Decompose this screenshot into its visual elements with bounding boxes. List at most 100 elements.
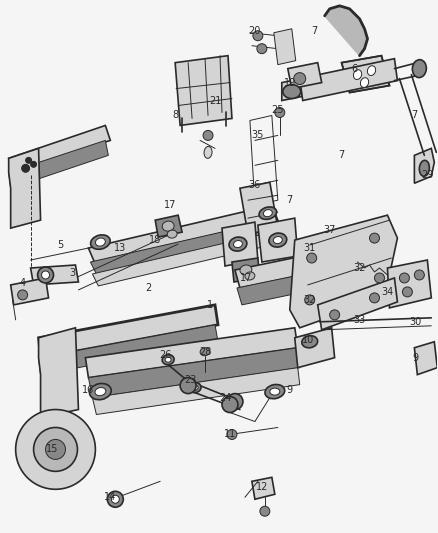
Text: 11: 11 [224, 430, 236, 440]
Text: 31: 31 [304, 243, 316, 253]
Polygon shape [31, 265, 78, 285]
Ellipse shape [200, 348, 210, 356]
Polygon shape [39, 328, 78, 417]
Polygon shape [258, 218, 298, 262]
Circle shape [307, 253, 317, 263]
Text: 14: 14 [104, 492, 117, 502]
Circle shape [180, 378, 196, 393]
Polygon shape [9, 125, 110, 172]
Polygon shape [252, 478, 275, 499]
Ellipse shape [302, 336, 318, 348]
Polygon shape [11, 278, 49, 305]
Circle shape [227, 393, 243, 409]
Circle shape [42, 271, 49, 279]
Circle shape [227, 430, 237, 439]
Polygon shape [240, 182, 278, 234]
Circle shape [107, 491, 124, 507]
Ellipse shape [419, 160, 429, 176]
Polygon shape [222, 222, 258, 266]
Polygon shape [318, 278, 397, 330]
Text: 3: 3 [69, 268, 75, 278]
Text: 29: 29 [421, 170, 434, 180]
Text: 23: 23 [184, 375, 196, 385]
Polygon shape [155, 215, 182, 237]
Circle shape [46, 439, 66, 459]
Circle shape [16, 409, 95, 489]
Ellipse shape [162, 354, 174, 365]
Text: 7: 7 [311, 26, 318, 36]
Ellipse shape [91, 235, 110, 249]
Polygon shape [274, 29, 296, 64]
Ellipse shape [263, 209, 272, 217]
Text: 12: 12 [256, 482, 268, 492]
Polygon shape [388, 260, 431, 308]
Text: 5: 5 [57, 240, 64, 250]
Ellipse shape [165, 357, 171, 362]
Text: 7: 7 [339, 150, 345, 160]
Polygon shape [237, 258, 385, 305]
Text: 18: 18 [149, 235, 161, 245]
Circle shape [374, 273, 385, 283]
Text: 10: 10 [302, 335, 314, 345]
Text: 17: 17 [164, 200, 177, 210]
Circle shape [203, 131, 213, 140]
Text: 28: 28 [199, 347, 211, 357]
Polygon shape [92, 368, 300, 415]
Text: 16: 16 [82, 385, 95, 394]
Circle shape [260, 506, 270, 516]
Text: 32: 32 [353, 263, 366, 273]
Polygon shape [290, 215, 397, 328]
Ellipse shape [412, 60, 426, 78]
Ellipse shape [162, 221, 174, 231]
Polygon shape [300, 59, 397, 101]
Circle shape [399, 273, 410, 283]
Ellipse shape [269, 233, 287, 247]
Polygon shape [39, 305, 218, 358]
Text: 24: 24 [219, 393, 231, 402]
Polygon shape [282, 78, 302, 101]
Text: 32: 32 [304, 295, 316, 305]
Text: 36: 36 [249, 180, 261, 190]
Text: 6: 6 [352, 63, 358, 74]
Ellipse shape [204, 147, 212, 158]
Text: 8: 8 [172, 110, 178, 120]
Polygon shape [175, 55, 232, 125]
Circle shape [222, 397, 238, 413]
Polygon shape [92, 232, 275, 286]
Polygon shape [88, 205, 278, 262]
Text: 4: 4 [20, 278, 26, 288]
Ellipse shape [189, 383, 201, 393]
Polygon shape [90, 220, 278, 274]
Ellipse shape [353, 70, 362, 79]
Text: 37: 37 [323, 225, 336, 235]
Polygon shape [88, 348, 300, 398]
Circle shape [18, 290, 28, 300]
Ellipse shape [245, 272, 255, 280]
Circle shape [38, 267, 53, 283]
Ellipse shape [229, 237, 247, 251]
Ellipse shape [273, 237, 282, 244]
Circle shape [403, 287, 413, 297]
Polygon shape [342, 55, 389, 93]
Text: 35: 35 [252, 131, 264, 140]
Ellipse shape [167, 230, 177, 238]
Ellipse shape [240, 265, 252, 275]
Polygon shape [235, 240, 385, 288]
Text: 20: 20 [249, 26, 261, 36]
Text: 33: 33 [353, 315, 366, 325]
Text: 19: 19 [284, 78, 296, 87]
Circle shape [414, 270, 424, 280]
Ellipse shape [270, 388, 280, 395]
Text: 13: 13 [114, 243, 127, 253]
Circle shape [275, 108, 285, 117]
Ellipse shape [89, 383, 111, 400]
Text: 25: 25 [272, 106, 284, 116]
Text: 9: 9 [412, 353, 418, 363]
Circle shape [330, 310, 339, 320]
Ellipse shape [233, 240, 242, 248]
Polygon shape [9, 140, 108, 188]
Polygon shape [414, 148, 434, 183]
Circle shape [253, 31, 263, 41]
Text: 30: 30 [409, 317, 421, 327]
Polygon shape [295, 328, 335, 368]
